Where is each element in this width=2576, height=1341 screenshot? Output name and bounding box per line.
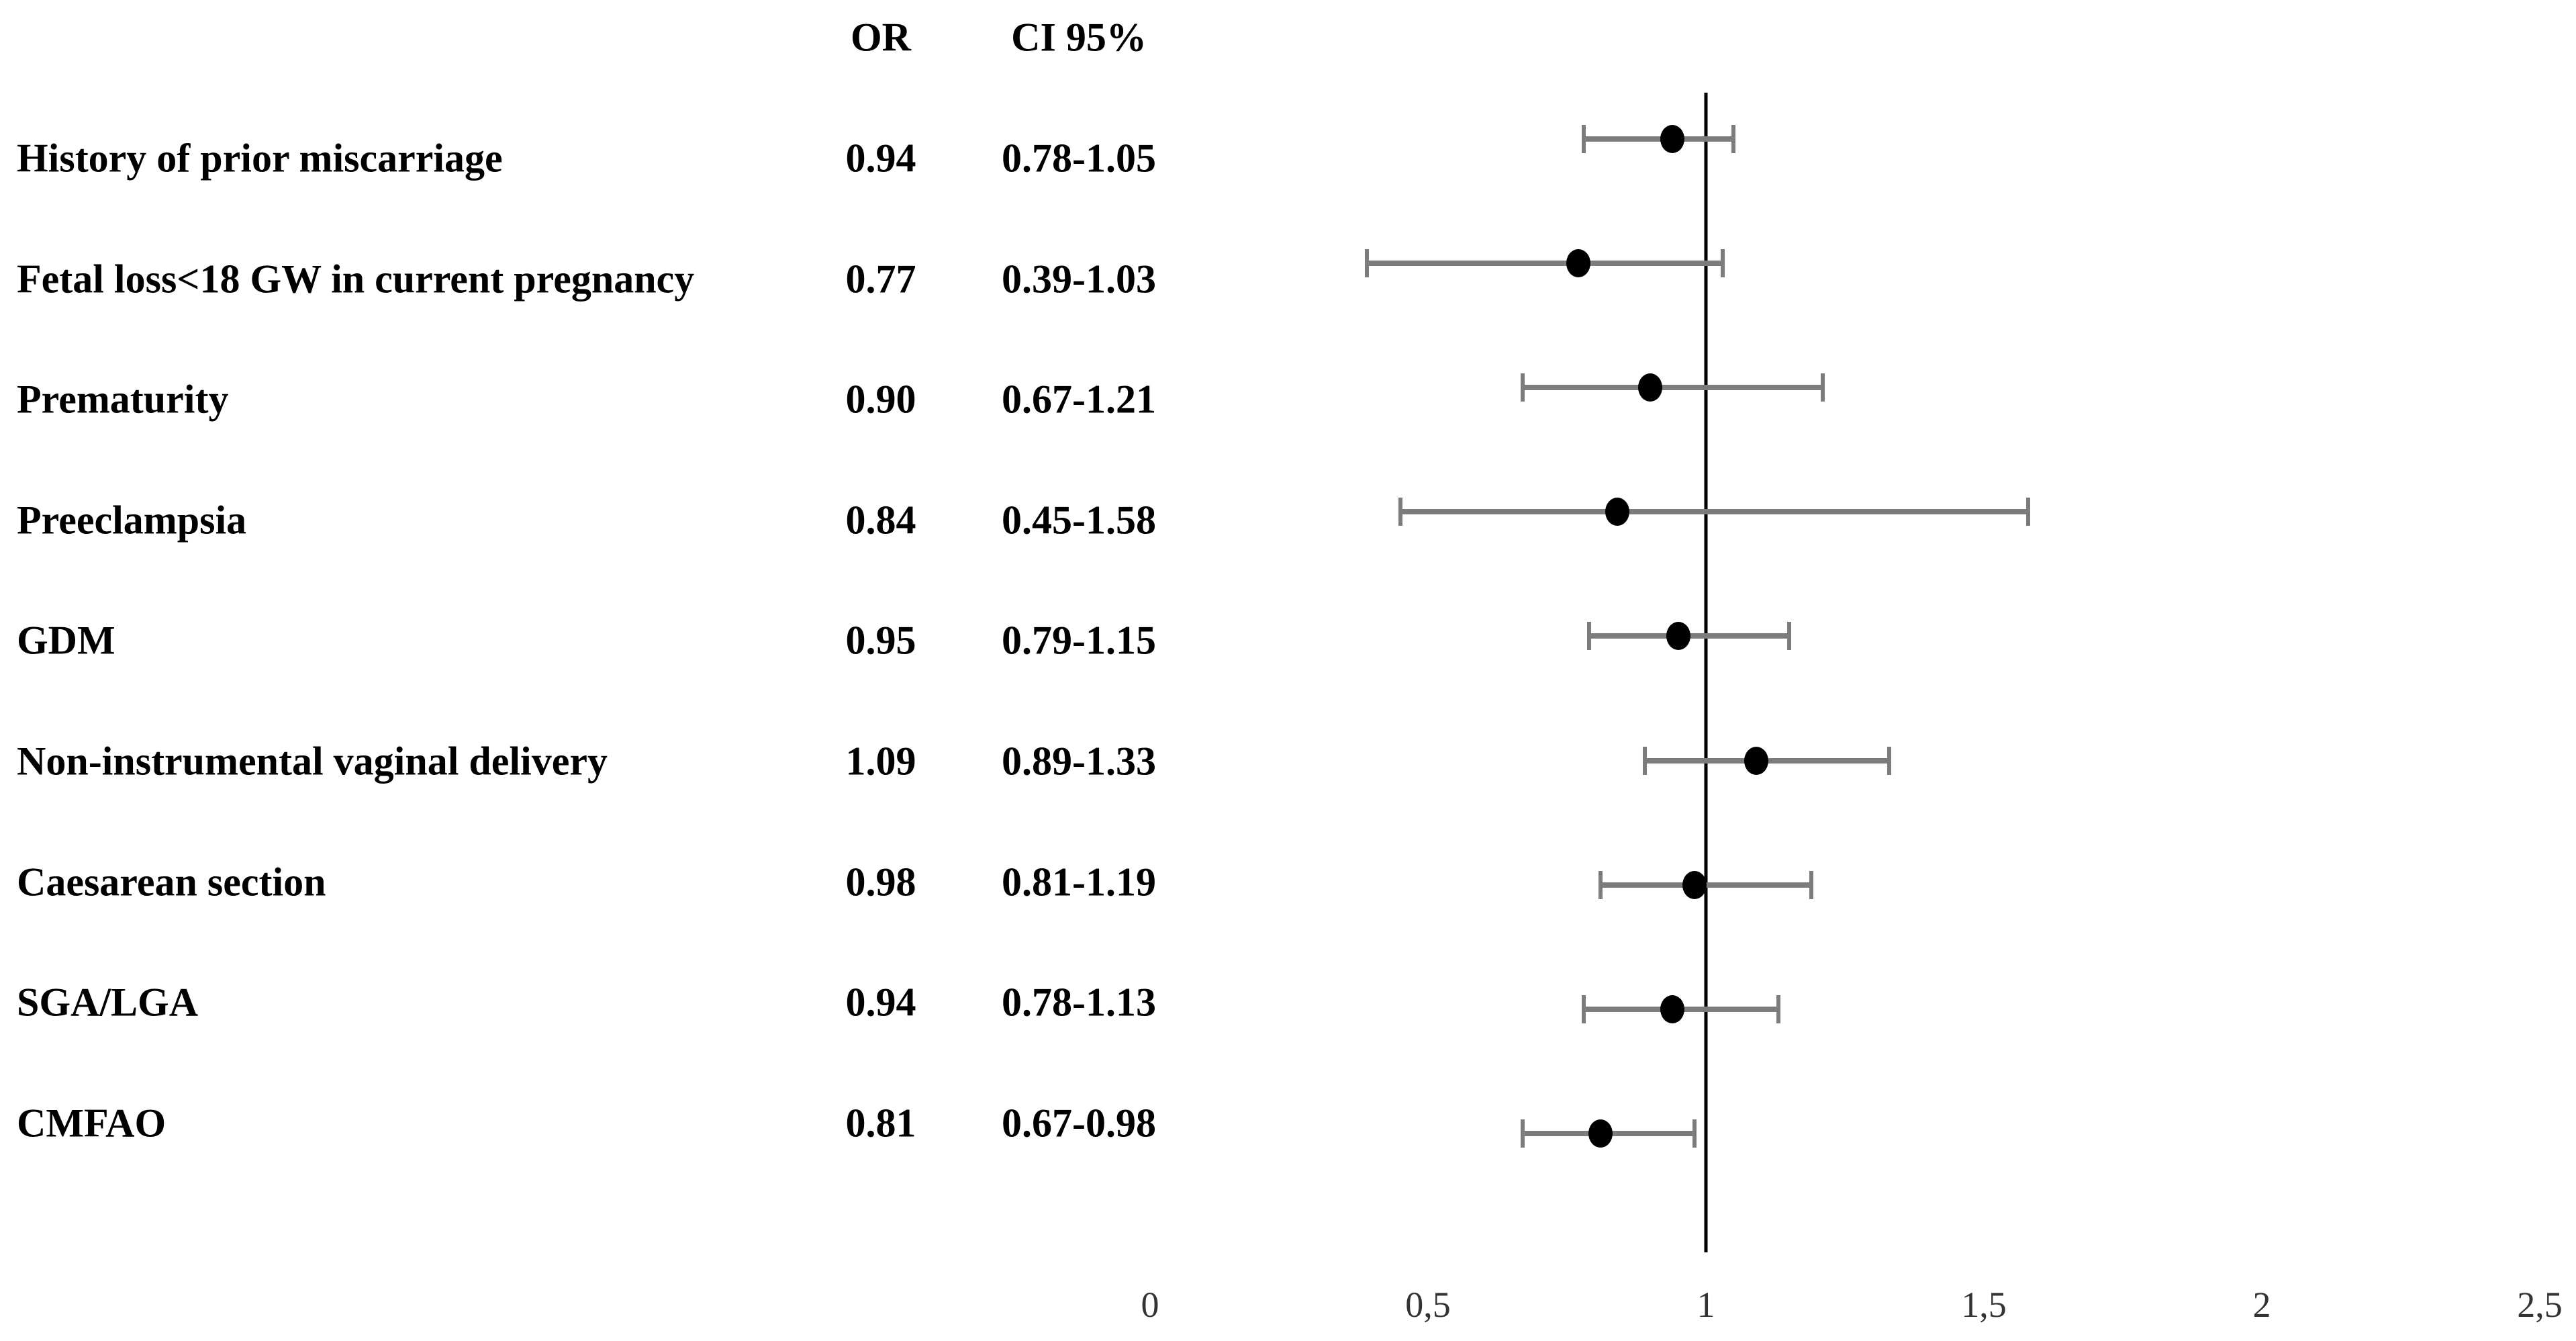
ci-value: 0.67-0.98 <box>1002 1101 1156 1146</box>
or-value: 0.94 <box>845 980 916 1025</box>
or-value: 1.09 <box>845 739 916 784</box>
row-label: Preeclampsia <box>17 498 247 543</box>
or-marker <box>1638 373 1663 402</box>
or-value: 0.98 <box>845 860 916 905</box>
or-value: 0.95 <box>845 618 916 663</box>
ci-error-bar <box>1366 261 1723 267</box>
row-label: History of prior miscarriage <box>17 136 503 181</box>
or-marker <box>1682 870 1707 899</box>
ci-cap-right <box>2026 498 2031 526</box>
or-marker <box>1666 622 1690 651</box>
or-marker <box>1660 995 1685 1023</box>
x-tick-label: 1,5 <box>1961 1285 2007 1325</box>
ci-cap-left <box>1520 373 1525 402</box>
ci-cap-left <box>1642 746 1647 775</box>
ci-cap-left <box>1581 995 1586 1023</box>
or-value: 0.84 <box>845 498 916 543</box>
ci-cap-right <box>1776 995 1780 1023</box>
ci-value: 0.67-1.21 <box>1002 377 1156 422</box>
row-label: SGA/LGA <box>17 980 199 1025</box>
or-value: 0.81 <box>845 1101 916 1146</box>
or-value: 0.77 <box>845 257 916 302</box>
ci-cap-right <box>1809 870 1814 899</box>
ci-cap-right <box>1692 1119 1697 1148</box>
ci-error-bar <box>1400 509 2029 515</box>
ci-cap-left <box>1520 1119 1525 1148</box>
or-marker <box>1605 498 1629 526</box>
x-tick-label: 2 <box>2252 1285 2271 1325</box>
or-column-header: OR <box>851 15 911 60</box>
or-marker <box>1744 746 1768 775</box>
ci-cap-left <box>1364 249 1369 278</box>
ci-value: 0.45-1.58 <box>1002 498 1156 543</box>
ci-value: 0.39-1.03 <box>1002 257 1156 302</box>
ci-cap-right <box>1731 125 1736 153</box>
row-label: Non-instrumental vaginal delivery <box>17 739 608 784</box>
ci-cap-left <box>1398 498 1402 526</box>
or-value: 0.94 <box>845 136 916 181</box>
ci-value: 0.78-1.05 <box>1002 136 1156 181</box>
ci-cap-left <box>1587 622 1592 651</box>
or-marker <box>1566 249 1590 278</box>
ci-cap-right <box>1820 373 1825 402</box>
ci-cap-left <box>1581 125 1586 153</box>
x-tick-label: 1 <box>1697 1285 1715 1325</box>
row-label: GDM <box>17 618 115 663</box>
row-label: Caesarean section <box>17 860 326 905</box>
or-value: 0.90 <box>845 377 916 422</box>
row-label: CMFAO <box>17 1101 166 1146</box>
ci-cap-right <box>1720 249 1725 278</box>
ci-error-bar <box>1522 385 1823 391</box>
ci-value: 0.78-1.13 <box>1002 980 1156 1025</box>
row-label: Fetal loss<18 GW in current pregnancy <box>17 257 695 302</box>
x-tick-label: 0,5 <box>1405 1285 1451 1325</box>
row-label: Prematurity <box>17 377 229 422</box>
ci-error-bar <box>1583 136 1734 142</box>
ci-cap-left <box>1598 870 1603 899</box>
ci-value: 0.79-1.15 <box>1002 618 1156 663</box>
ci-cap-right <box>1787 622 1792 651</box>
x-tick-label: 2,5 <box>2517 1285 2563 1325</box>
ci-column-header: CI 95% <box>1011 15 1147 60</box>
ci-value: 0.81-1.19 <box>1002 860 1156 905</box>
ci-value: 0.89-1.33 <box>1002 739 1156 784</box>
or-marker <box>1660 125 1685 153</box>
or-marker <box>1588 1119 1613 1148</box>
ci-cap-right <box>1887 746 1892 775</box>
x-tick-label: 0 <box>1141 1285 1159 1325</box>
reference-line <box>1704 93 1708 1252</box>
